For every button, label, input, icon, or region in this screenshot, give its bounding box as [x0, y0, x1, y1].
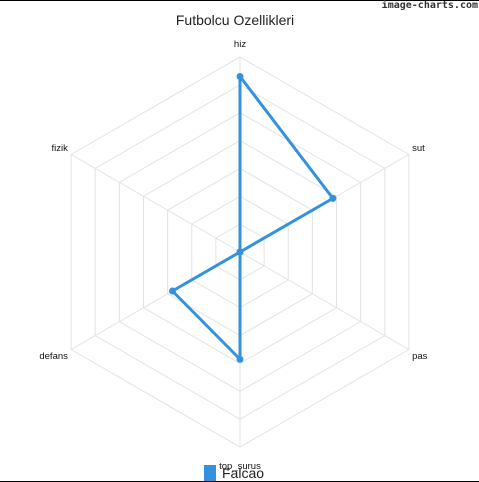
- axis-labels: hiz sut pas top_surus defans fizik: [39, 39, 427, 472]
- axis-label-pas: pas: [412, 351, 428, 362]
- spoke-pas: [239, 251, 410, 350]
- data-point-sut: [329, 194, 337, 202]
- legend-label: Falcao: [222, 465, 264, 481]
- data-point-defans: [169, 287, 176, 295]
- data-point-fizik: [236, 248, 244, 256]
- watermark: image-charts.com: [381, 0, 478, 11]
- axis-label-top-surus: top_surus: [219, 461, 261, 472]
- axis-label-fizik: fizik: [52, 143, 69, 154]
- legend-swatch: [204, 465, 216, 481]
- chart-title: Futbolcu Ozellikleri: [176, 12, 294, 28]
- axis-label-sut: sut: [412, 143, 425, 154]
- series-line-falcao: [170, 75, 335, 361]
- axis-label-defans: defans: [39, 351, 68, 362]
- spoke-fizik: [70, 154, 241, 253]
- data-point-top-surus: [236, 355, 244, 363]
- axis-label-hiz: hiz: [234, 39, 246, 50]
- legend: Falcao: [204, 465, 264, 481]
- top-border: [0, 0, 479, 1]
- data-point-hiz: [236, 73, 244, 80]
- series-layer: [169, 73, 337, 363]
